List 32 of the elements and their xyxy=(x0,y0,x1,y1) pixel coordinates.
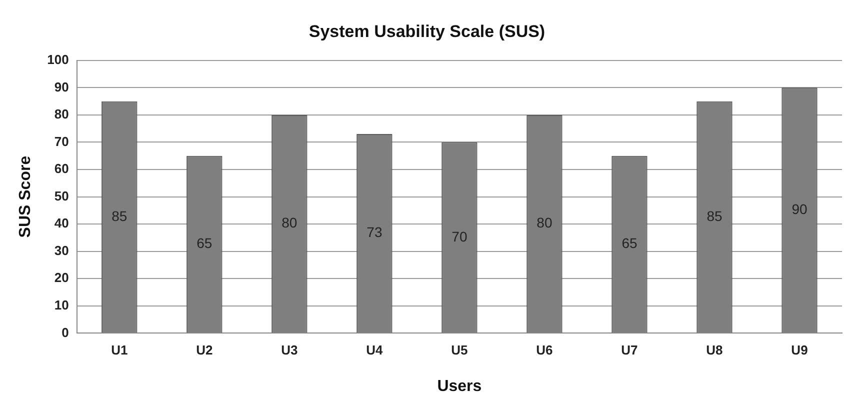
y-tick-label: 90 xyxy=(54,79,69,94)
y-tick-label: 30 xyxy=(54,242,69,258)
x-tick-label: U3 xyxy=(281,342,298,358)
x-tick-label: U8 xyxy=(706,342,723,358)
x-tick-label: U2 xyxy=(196,342,213,358)
y-tick-label: 40 xyxy=(54,216,69,231)
x-axis-title: Users xyxy=(437,378,482,395)
x-tick-label: U9 xyxy=(791,342,808,358)
data-label: 70 xyxy=(452,228,468,244)
chart-title: System Usability Scale (SUS) xyxy=(308,22,546,41)
y-tick-label: 50 xyxy=(54,188,69,204)
data-label: 65 xyxy=(622,235,638,252)
y-axis-title: SUS Score xyxy=(17,156,34,238)
data-label: 65 xyxy=(196,235,212,252)
y-tick-label: 10 xyxy=(54,298,69,312)
y-tick-label: 0 xyxy=(62,324,69,340)
x-tick-label: U6 xyxy=(536,342,553,358)
x-tick-label: U4 xyxy=(366,342,384,358)
y-tick-label: 60 xyxy=(54,161,69,176)
x-tick-label: U1 xyxy=(111,342,128,358)
data-label: 90 xyxy=(792,201,808,218)
data-label: 80 xyxy=(282,214,298,231)
x-tick-label: U7 xyxy=(621,342,638,358)
x-tick-label: U5 xyxy=(451,342,468,358)
data-label: 85 xyxy=(112,208,128,224)
data-label: 80 xyxy=(536,214,552,231)
y-tick-label: 100 xyxy=(47,52,69,67)
data-label: 73 xyxy=(366,224,382,240)
y-tick-label: 80 xyxy=(54,106,69,122)
y-tick-label: 20 xyxy=(54,270,69,286)
y-tick-label: 70 xyxy=(54,134,69,149)
data-label: 85 xyxy=(706,208,722,224)
